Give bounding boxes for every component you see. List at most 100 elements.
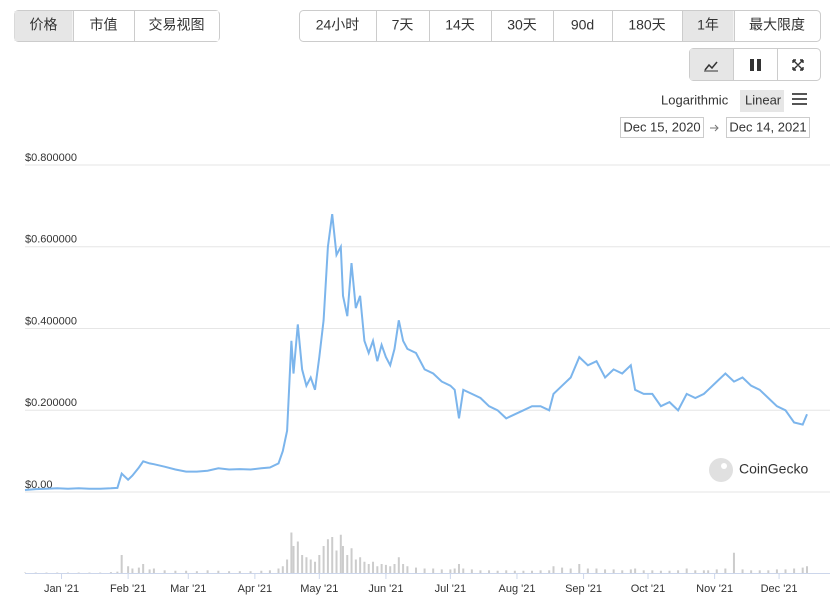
x-tick-label: Jul '21 — [435, 583, 466, 595]
volume-bar — [715, 569, 718, 573]
volume-bar — [281, 566, 284, 573]
scale-active[interactable] — [740, 90, 784, 112]
volume-bar — [732, 552, 735, 573]
volume-bar — [174, 570, 177, 573]
volume-bar — [685, 568, 688, 573]
volume-bar — [228, 571, 231, 573]
volume-bar — [326, 539, 329, 573]
volume-bar — [335, 550, 338, 573]
volume-bar — [457, 564, 460, 573]
fullscreen-icon — [792, 59, 804, 71]
range-label: 14天 — [445, 17, 475, 33]
volume-bar — [346, 555, 349, 573]
volume-bar — [621, 570, 624, 573]
volume-bar — [423, 568, 426, 573]
volume-bar — [331, 537, 334, 573]
volume-bar — [367, 564, 370, 573]
volume-bar — [604, 569, 607, 573]
candle-icon-button[interactable] — [734, 49, 777, 80]
volume-bar — [397, 557, 400, 573]
volume-bar — [767, 570, 770, 573]
volume-bar — [406, 566, 409, 573]
volume-bar — [569, 568, 572, 573]
volume-bar — [586, 568, 589, 573]
price-line — [24, 213, 808, 491]
volume-bar — [806, 566, 808, 573]
tab-button[interactable] — [73, 11, 134, 41]
menu-icon[interactable] — [792, 93, 807, 105]
volume-bar — [531, 570, 534, 573]
volume-bar — [415, 567, 417, 573]
volume-bar — [651, 570, 654, 573]
volume-bar — [116, 571, 119, 573]
volume-bar — [309, 559, 312, 573]
volume-bar — [148, 569, 151, 573]
volume-bar — [634, 568, 637, 573]
range-label: 90d — [571, 17, 594, 33]
volume-bar — [793, 568, 796, 573]
volume-bar — [784, 569, 787, 573]
range-label: 最大限度 — [749, 17, 805, 33]
range-active — [682, 11, 734, 41]
volume-bar — [268, 570, 271, 573]
date-arrow — [710, 124, 719, 132]
volume-bar — [479, 570, 482, 573]
x-tick-label: Apr '21 — [238, 583, 273, 595]
volume-bar — [801, 567, 804, 573]
volume-bar — [440, 569, 443, 573]
y-tick-label: $0.200000 — [25, 397, 77, 409]
range-label: 1年 — [697, 17, 719, 33]
volume-bar — [539, 570, 542, 573]
volume-bar — [595, 568, 598, 573]
tab-label: 交易视图 — [149, 17, 205, 33]
range-label: 180天 — [628, 17, 665, 33]
volume-bar — [109, 572, 112, 573]
volume-bar — [659, 570, 662, 573]
volume-bar — [206, 570, 209, 573]
volume-bar — [578, 564, 581, 573]
volume-bar — [741, 569, 744, 573]
tab-label: 市值 — [90, 17, 118, 33]
volume-bar — [393, 564, 396, 573]
range-label: 7天 — [392, 17, 414, 33]
volume-bar — [322, 546, 325, 573]
volume-bar — [217, 570, 220, 573]
y-tick-label: $0.600000 — [25, 234, 77, 246]
date-to-box[interactable] — [726, 117, 810, 138]
volume-bar — [277, 568, 280, 573]
x-tick-label: May '21 — [300, 583, 338, 595]
x-tick-label: Aug '21 — [498, 583, 535, 595]
tab-label: 价格 — [30, 17, 58, 33]
volume-bar — [496, 570, 499, 573]
scale-option: Logarithmic — [661, 92, 729, 107]
volume-bar — [354, 559, 357, 573]
volume-bar — [363, 561, 366, 573]
line-icon-button[interactable] — [690, 49, 733, 80]
volume-bar — [249, 571, 252, 573]
volume-bar — [127, 566, 130, 573]
y-tick-label: $0.400000 — [25, 315, 77, 327]
volume-bar — [120, 555, 123, 573]
tab-button[interactable] — [134, 11, 219, 41]
x-tick-label: Nov '21 — [696, 583, 733, 595]
watermark-logo-eye — [721, 463, 727, 469]
volume-bar — [350, 548, 353, 573]
x-tick-label: Jan '21 — [44, 583, 79, 595]
volume-bar — [642, 570, 645, 573]
x-tick-label: Mar '21 — [170, 583, 206, 595]
volume-bar — [522, 570, 525, 573]
volume-bar — [612, 569, 615, 573]
volume-bar — [702, 570, 705, 573]
volume-bar — [131, 568, 134, 573]
tab-button[interactable] — [14, 11, 73, 41]
date-to: Dec 14, 2021 — [729, 119, 806, 134]
volume-bar — [305, 557, 308, 573]
volume-bar — [152, 568, 155, 573]
volume-bar — [677, 570, 680, 573]
date-from-box[interactable] — [620, 117, 704, 138]
volume-bar — [359, 557, 362, 573]
volume-bar — [750, 570, 753, 573]
volume-bar — [195, 571, 198, 573]
